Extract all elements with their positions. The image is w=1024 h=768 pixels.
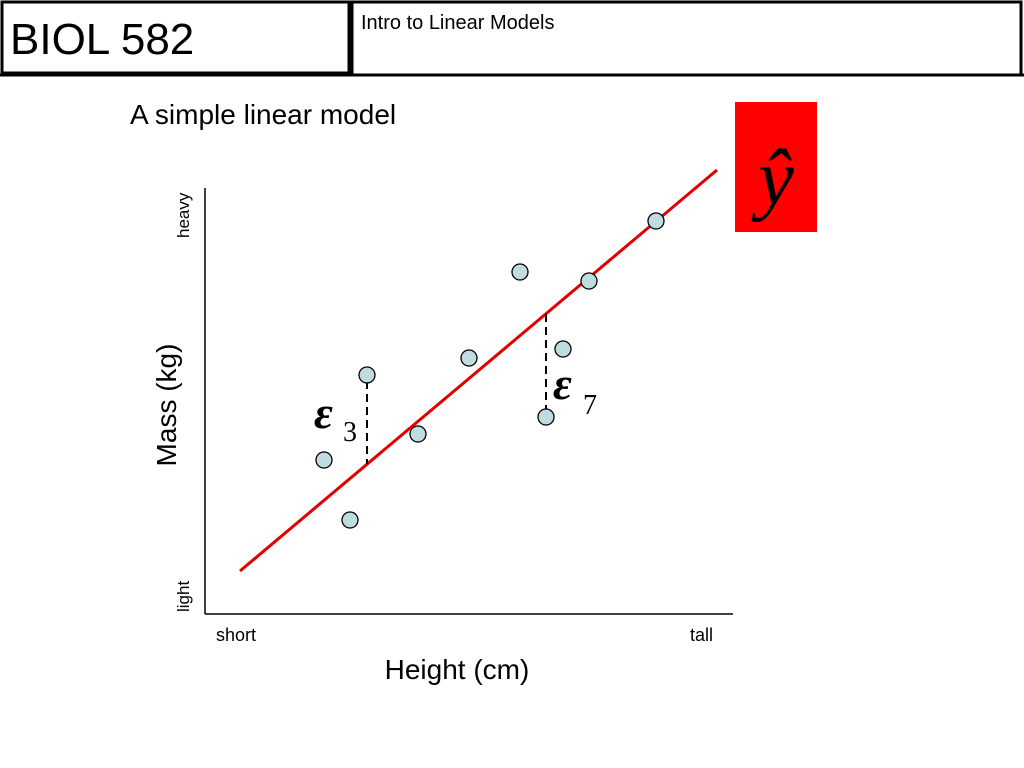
point — [511, 263, 529, 281]
point — [341, 511, 359, 529]
point — [580, 272, 598, 290]
y-axis-low: light — [174, 581, 193, 612]
residual-subscript: 3 — [343, 417, 357, 448]
point — [358, 366, 376, 384]
residual-symbol: ε — [553, 358, 572, 409]
x-axis-label: Height (cm) — [385, 654, 530, 685]
point — [554, 340, 572, 358]
course-code: BIOL 582 — [10, 15, 194, 64]
point — [537, 408, 555, 426]
fit-line — [239, 168, 718, 573]
x-axis-low: short — [216, 625, 256, 645]
slide-heading: A simple linear model — [130, 99, 396, 130]
y-axis-high: heavy — [174, 192, 193, 238]
course-box — [0, 0, 351, 75]
points — [315, 212, 665, 529]
point — [409, 425, 427, 443]
yhat-badge — [735, 102, 817, 232]
residual-subscript: 7 — [583, 390, 597, 421]
point — [460, 349, 478, 367]
lecture-title: Intro to Linear Models — [361, 12, 554, 34]
point — [647, 212, 665, 230]
y-axis-label: Mass (kg) — [151, 344, 182, 467]
point — [315, 451, 333, 469]
residual-symbol: ε — [314, 387, 333, 438]
x-axis-high: tall — [690, 625, 713, 645]
yhat-symbol: ŷ — [751, 135, 794, 223]
